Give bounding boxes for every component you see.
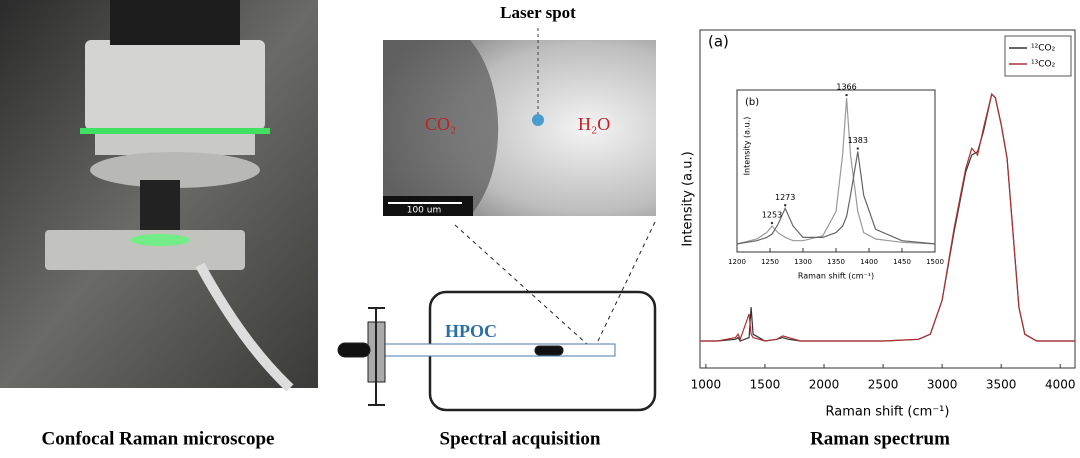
micrograph [383, 28, 656, 216]
y-axis-label: Intensity (a.u.) [681, 151, 696, 246]
peak-marker [856, 147, 859, 150]
cell-label: HPOC [445, 321, 497, 341]
phase-label: CO₂ [425, 114, 456, 134]
panel-label: (b) [745, 97, 759, 108]
legend-frame [1004, 35, 1072, 77]
peak-label: 1253 [762, 211, 782, 220]
x-tick-label: 4000 [1045, 378, 1076, 392]
x-tick-label: 1200 [728, 258, 746, 266]
panel-label: (a) [708, 33, 729, 51]
caption: Confocal Raman microscope [42, 428, 275, 449]
x-tick-label: 2000 [809, 378, 840, 392]
legend-label: ¹²CO₂ [1031, 44, 1056, 54]
x-tick-label: 3000 [927, 378, 958, 392]
x-tick-label: 1450 [893, 258, 911, 266]
x-tick-label: 1300 [794, 258, 812, 266]
scale-bar-label: 100 um [407, 206, 442, 216]
microscope-photo [0, 0, 318, 392]
series-line [736, 98, 936, 245]
peak-marker [845, 93, 848, 97]
x-tick-label: 1400 [860, 258, 878, 266]
peak-marker [783, 204, 787, 207]
x-tick-label: 3500 [986, 378, 1017, 392]
x-axis-label: Raman shift (cm⁻¹) [826, 405, 950, 420]
legend-label: ¹³CO₂ [1031, 60, 1056, 70]
x-tick-label: 1000 [691, 378, 722, 392]
y-axis-label: Intensity (a.u.) [743, 117, 752, 176]
series-line [736, 151, 936, 245]
peak-label: 1273 [775, 193, 795, 202]
caption: Raman spectrum [810, 428, 950, 449]
peak-label: 1366 [836, 83, 856, 92]
x-tick-label: 1500 [926, 258, 944, 266]
cell-diagram [337, 221, 657, 412]
x-tick-label: 1500 [750, 378, 781, 392]
caption: Spectral acquisition [440, 428, 601, 449]
x-axis-label: Raman shift (cm⁻¹) [798, 272, 874, 281]
peak-label: 1383 [848, 136, 868, 145]
x-tick-label: 1250 [761, 258, 779, 266]
x-tick-label: 2500 [868, 378, 899, 392]
x-tick-label: 1350 [827, 258, 845, 266]
laser-label: Laser spot [500, 3, 576, 22]
phase-label: H₂O [578, 114, 610, 134]
series-line [700, 93, 1075, 342]
peak-marker [770, 221, 774, 225]
plot-frame [736, 89, 936, 253]
